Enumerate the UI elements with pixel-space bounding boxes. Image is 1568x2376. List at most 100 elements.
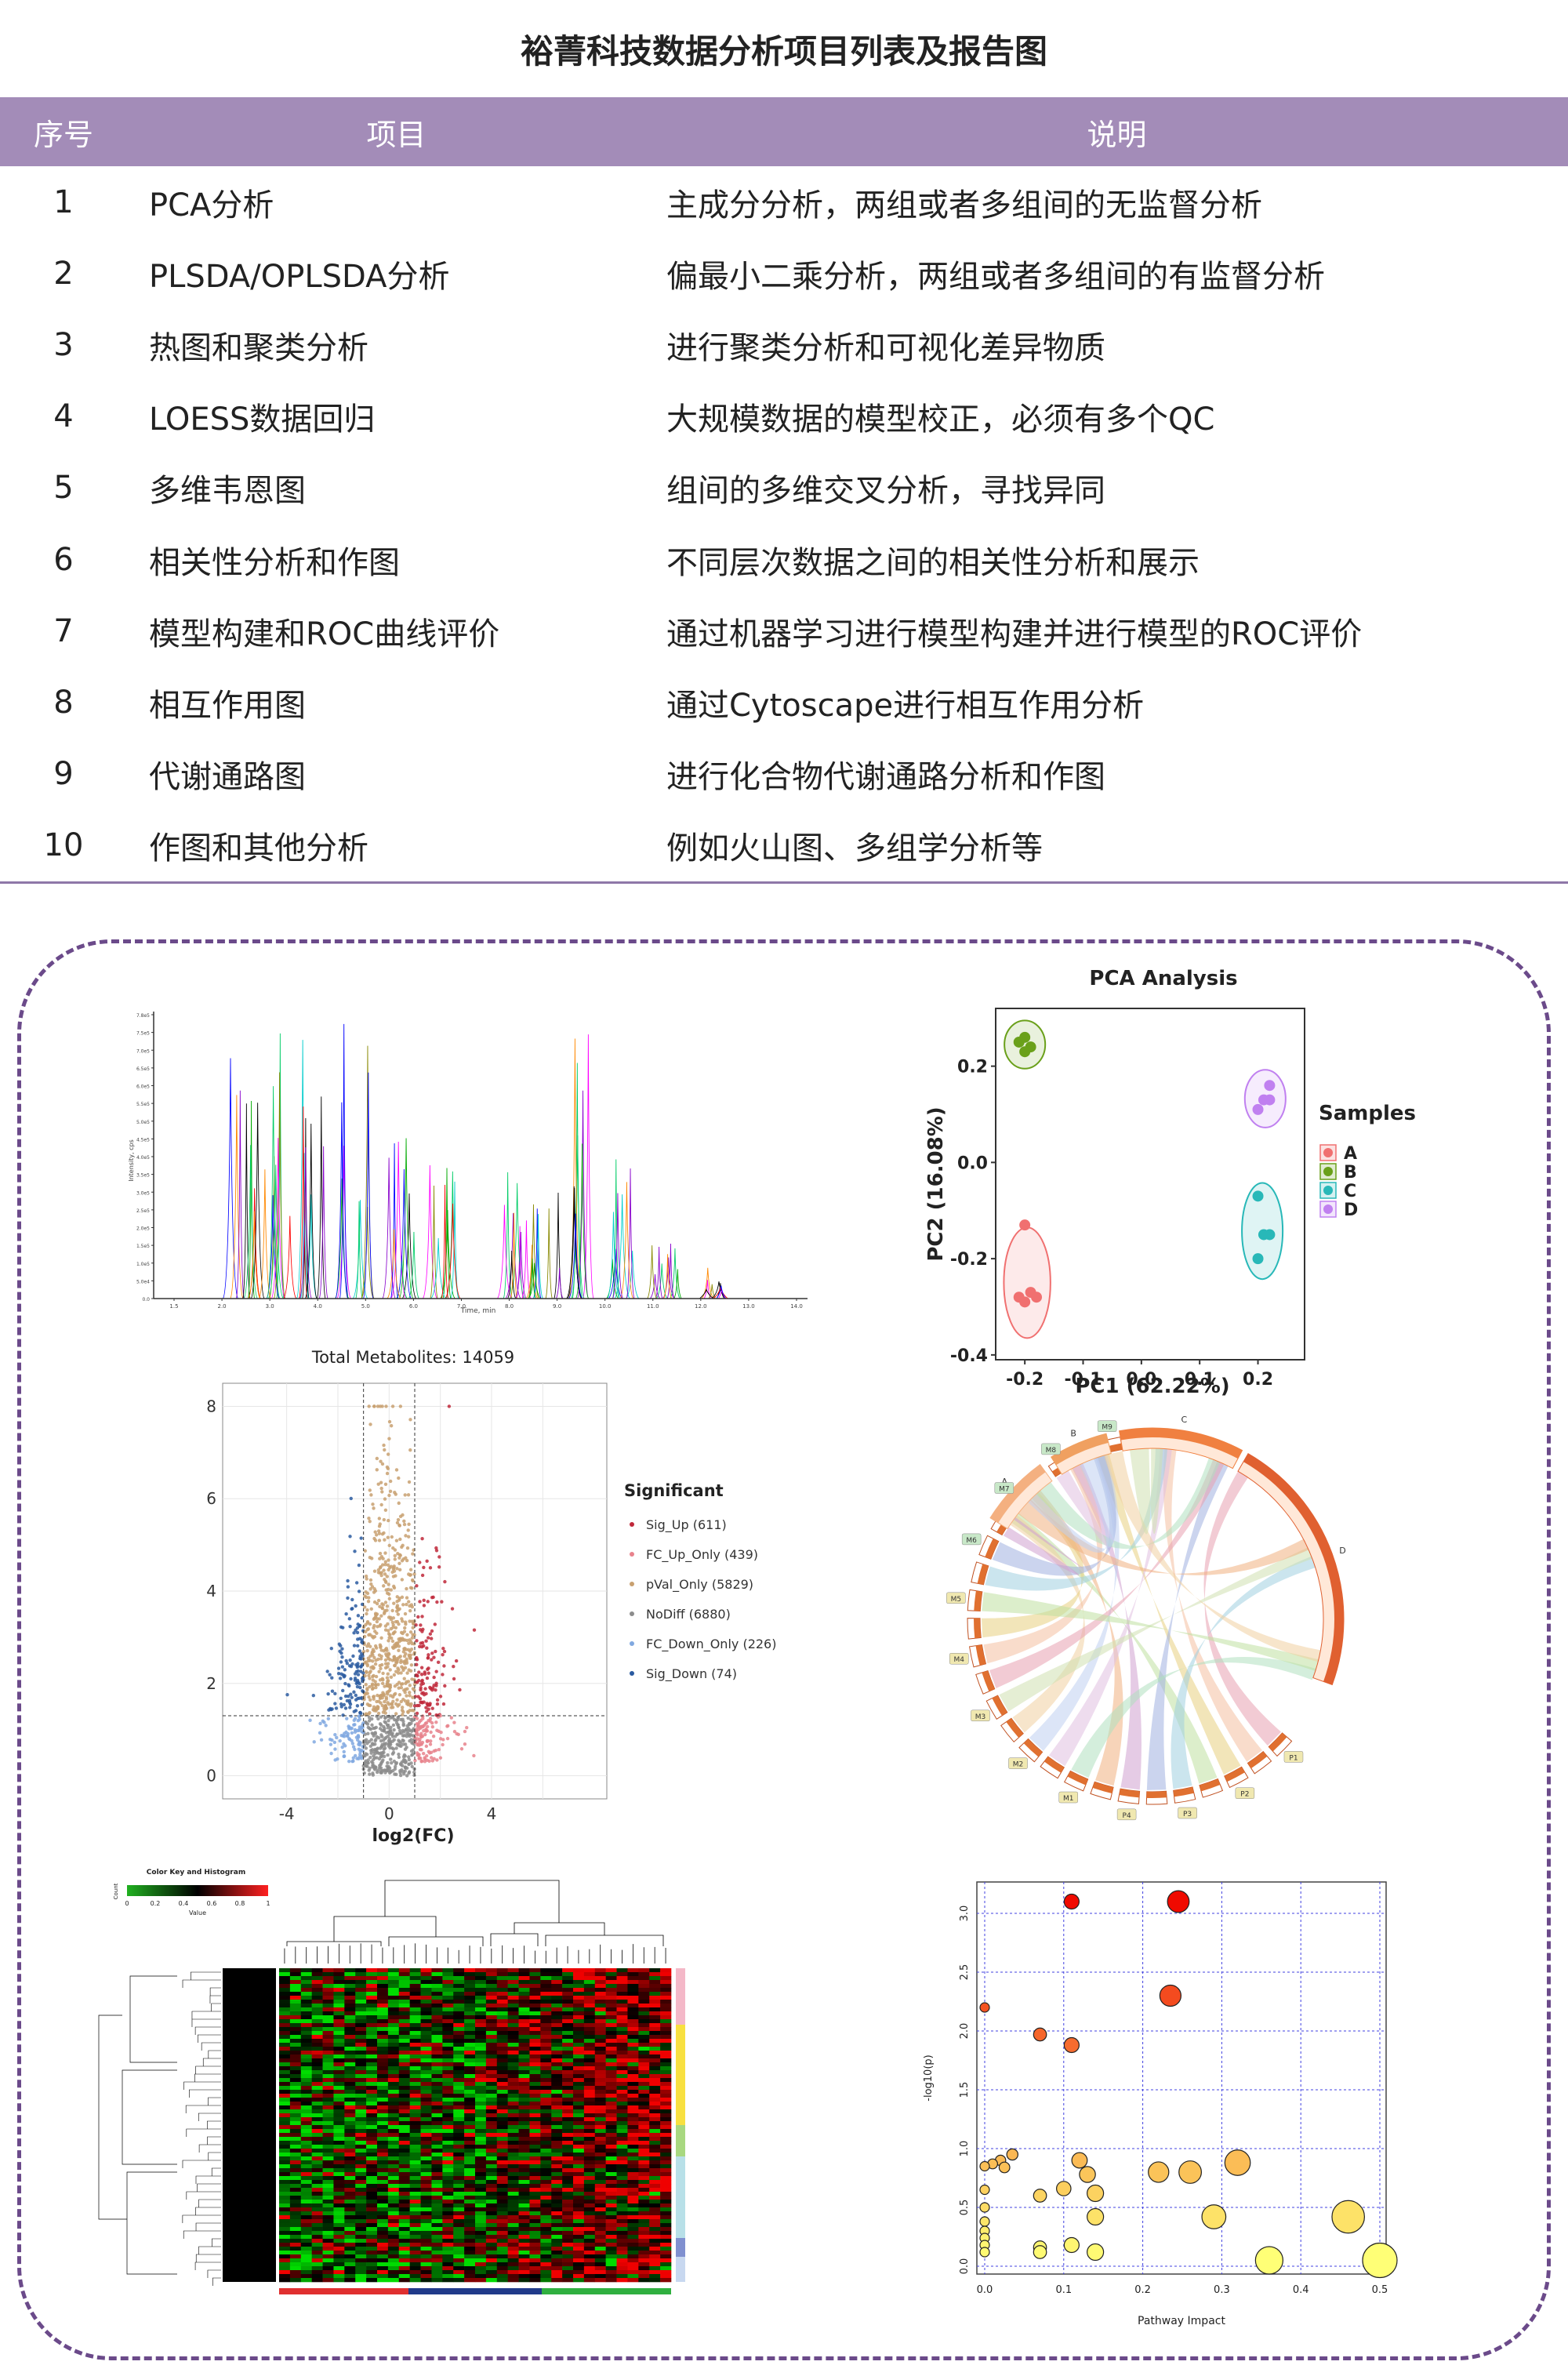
heat-cell [605,2153,617,2157]
heat-cell [453,2153,465,2157]
heat-cell [594,2156,606,2161]
chrom-peak [387,1229,401,1299]
heat-cell [529,2239,541,2243]
heat-cell [638,2235,650,2240]
chrom-peak [509,1183,525,1299]
heat-cell [322,2262,334,2267]
heat-cell [377,2235,389,2240]
heat-cell [573,2270,585,2275]
heat-cell [485,2227,498,2232]
volcano-point [396,1551,400,1556]
volcano-point [367,1673,371,1677]
heat-cell [496,2039,508,2044]
heat-cell [409,2121,421,2126]
heat-cell [594,1968,606,1973]
heat-cell [496,2247,508,2251]
volcano-point [394,1539,399,1542]
heat-cell [377,2121,389,2126]
volcano-point [387,1652,391,1656]
heat-cell [475,2243,487,2247]
heat-cell [366,2102,378,2106]
heat-cell [333,2231,345,2236]
heat-cell [344,2172,356,2177]
heat-cell [333,2145,345,2149]
heat-cell [616,2066,628,2071]
volcano-point [386,1726,390,1730]
volcano-point [359,1757,364,1760]
heat-cell [279,2133,291,2138]
heat-cell [551,2129,563,2134]
heat-cell [453,2243,465,2247]
heat-cell [387,2058,400,2063]
heat-cell [279,2247,291,2251]
heat-cell [464,2254,476,2259]
heat-cell [594,2247,606,2251]
heat-cell [551,2192,563,2196]
heat-cell [322,2051,334,2055]
chrom-ytick-label: 3.5e5 [136,1173,150,1179]
chrom-peak [396,1169,412,1299]
heat-cell [453,2262,465,2267]
heat-cell [627,2000,639,2004]
heat-cell [649,1984,661,1989]
heat-cell [464,2004,476,2008]
heat-cell [627,2011,639,2016]
heat-cell [398,2113,410,2118]
heat-cell [289,2007,302,2012]
pca-point [1252,1253,1264,1265]
volcano-point [401,1720,405,1724]
heat-cell [594,2164,606,2169]
heat-cell [377,2086,389,2091]
heat-cell [300,2258,312,2263]
heat-cell [562,2172,574,2177]
heat-cell [387,2164,400,2169]
heat-cell [562,2070,574,2075]
heat-cell [453,2247,465,2251]
heat-cell [518,2019,530,2024]
heat-cell [333,2141,345,2145]
volcano-point [367,1716,372,1720]
row-description: 大规模数据的模型校正，必须有多个QC [666,401,1215,438]
heat-cell [289,2125,302,2130]
heat-cell [540,2070,552,2075]
heat-row-branch [212,2277,221,2286]
heat-cell [431,2074,443,2079]
chrom-ytick-label: 1.5e5 [136,1244,150,1249]
heat-cell [616,2168,628,2173]
heat-cell [300,2180,312,2185]
chrom-peak [528,1259,536,1299]
heat-cell [616,2000,628,2004]
volcano-point [397,1501,401,1506]
heat-cell [475,2043,487,2047]
heat-cell [627,1992,639,1996]
heat-cell [387,2243,400,2247]
heat-cell [355,2035,367,2040]
heat-cell [311,2047,323,2051]
volcano-point [375,1601,379,1606]
heat-cell [594,2015,606,2020]
heat-cell [573,2105,585,2110]
volcano-point [394,1669,398,1673]
heat-row-branch [183,2230,221,2239]
heat-cell [583,2094,596,2098]
volcano-point [393,1629,397,1634]
heat-cell [573,1976,585,1981]
heat-cell [540,2058,552,2063]
heat-cell [475,2007,487,2012]
heat-cell [322,2200,334,2204]
heat-cell [464,2023,476,2028]
heat-cell [431,2196,443,2200]
heat-cell [638,2227,650,2232]
heat-cell [496,2200,508,2204]
heat-cell [660,2223,672,2228]
heat-cell [387,2117,400,2122]
heat-cell [289,2058,302,2063]
chord-ribbon [1171,1556,1316,1789]
heat-cell [366,2168,378,2173]
heat-row-branch [182,2160,221,2168]
heat-cell [366,2113,378,2118]
heat-cell [279,2153,291,2157]
heat-cell [431,2215,443,2220]
volcano-point [374,1674,379,1679]
heat-cell [594,2098,606,2102]
